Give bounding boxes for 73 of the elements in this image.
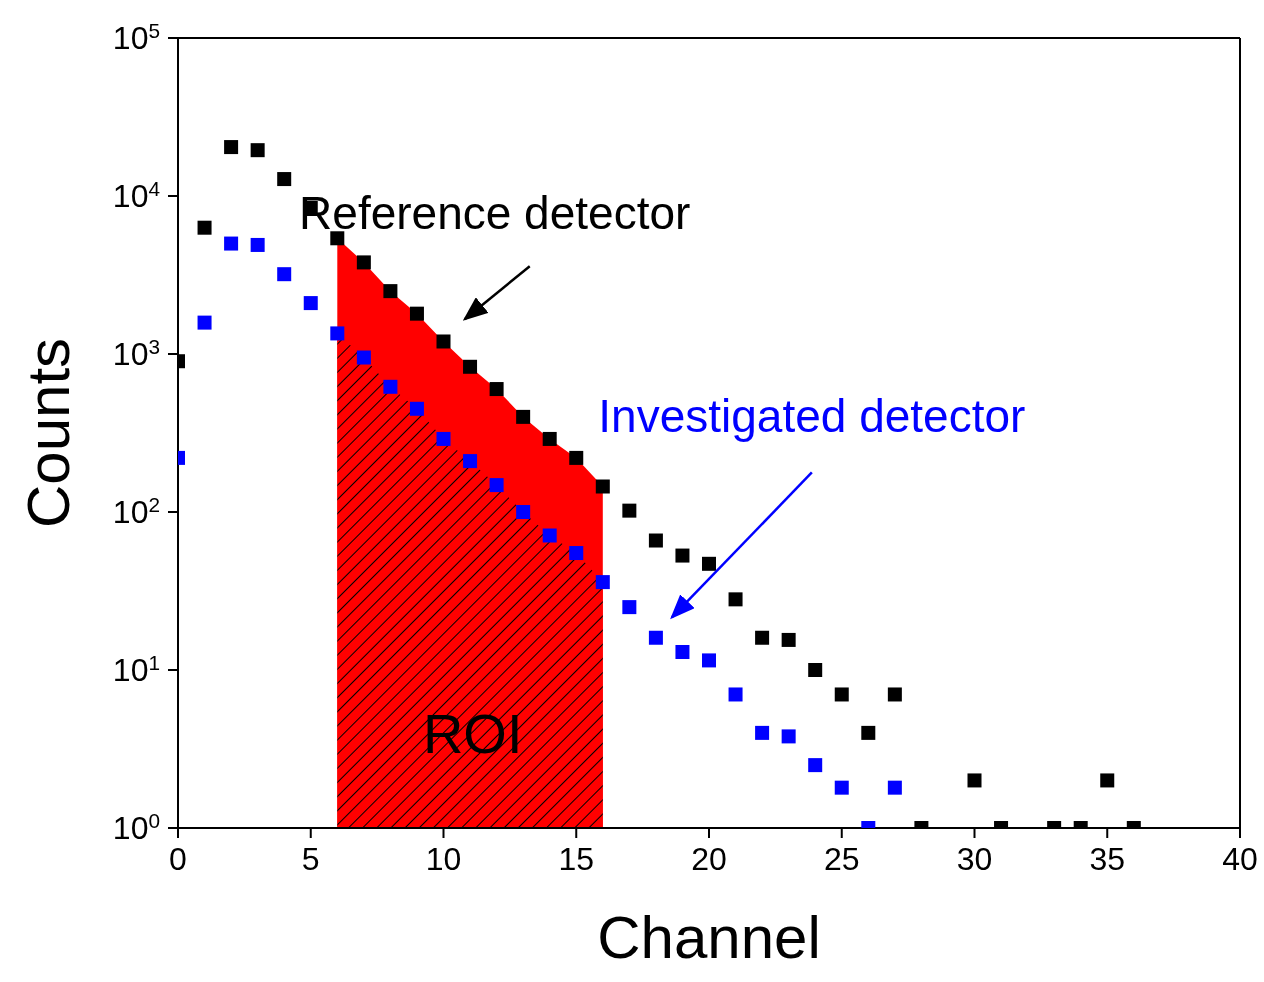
point <box>383 379 398 394</box>
point <box>887 780 902 795</box>
point <box>463 359 478 374</box>
x-tick-label: 0 <box>169 841 187 877</box>
point <box>808 758 823 773</box>
point <box>330 231 345 246</box>
x-tick-label: 25 <box>823 841 860 877</box>
point <box>436 431 451 446</box>
point <box>542 528 557 543</box>
point <box>436 334 451 349</box>
point <box>224 236 239 251</box>
point <box>330 326 345 341</box>
point <box>648 533 663 548</box>
point <box>409 306 424 321</box>
y-tick-label: 10$^{3}$ <box>112 334 160 372</box>
point <box>702 556 716 571</box>
point <box>728 687 743 702</box>
point <box>277 267 292 282</box>
y-tick-label: 10$^{0}$ <box>112 808 160 846</box>
point <box>197 315 212 330</box>
point <box>781 632 796 647</box>
point <box>356 255 371 270</box>
x-tick-label: 35 <box>1089 841 1126 877</box>
y-tick-label: 10$^{4}$ <box>112 176 160 214</box>
point <box>755 725 770 740</box>
point <box>516 409 531 424</box>
annotation: Reference detector <box>299 187 691 240</box>
point <box>675 645 690 659</box>
y-tick-label: 10$^{1}$ <box>112 650 160 688</box>
point <box>250 237 265 252</box>
point <box>303 296 318 311</box>
point <box>489 478 504 493</box>
point <box>383 284 398 299</box>
point <box>595 575 610 590</box>
point <box>250 143 265 158</box>
point <box>622 600 637 615</box>
point <box>409 401 424 416</box>
point <box>702 653 716 668</box>
point <box>781 729 796 744</box>
point <box>808 663 823 677</box>
point <box>516 505 531 519</box>
point <box>728 592 743 607</box>
x-axis-title: Channel <box>597 904 821 971</box>
point <box>197 220 212 235</box>
x-tick-label: 20 <box>691 841 727 877</box>
point <box>569 546 584 561</box>
x-tick-label: 30 <box>956 841 993 877</box>
point <box>542 431 557 446</box>
point <box>967 773 982 788</box>
point <box>356 350 371 365</box>
point <box>834 780 849 795</box>
point <box>595 479 610 494</box>
x-tick-label: 5 <box>301 841 320 877</box>
annotation: Investigated detector <box>598 390 1026 443</box>
x-tick-label: 15 <box>558 841 595 877</box>
x-tick-label: 10 <box>425 841 462 877</box>
point <box>755 630 770 645</box>
point <box>887 687 902 702</box>
y-tick-label: 10$^{2}$ <box>112 492 160 530</box>
point <box>569 450 584 465</box>
point <box>834 687 849 702</box>
point <box>277 172 292 187</box>
point <box>622 503 637 518</box>
point <box>224 140 239 155</box>
y-tick-label: 10$^{5}$ <box>112 18 160 56</box>
point <box>861 725 876 740</box>
point <box>675 548 690 563</box>
x-tick-label: 40 <box>1222 841 1258 877</box>
point <box>648 630 663 645</box>
point <box>489 382 504 397</box>
y-axis-title: Counts <box>15 337 83 529</box>
point <box>463 454 478 469</box>
point <box>1100 773 1115 788</box>
